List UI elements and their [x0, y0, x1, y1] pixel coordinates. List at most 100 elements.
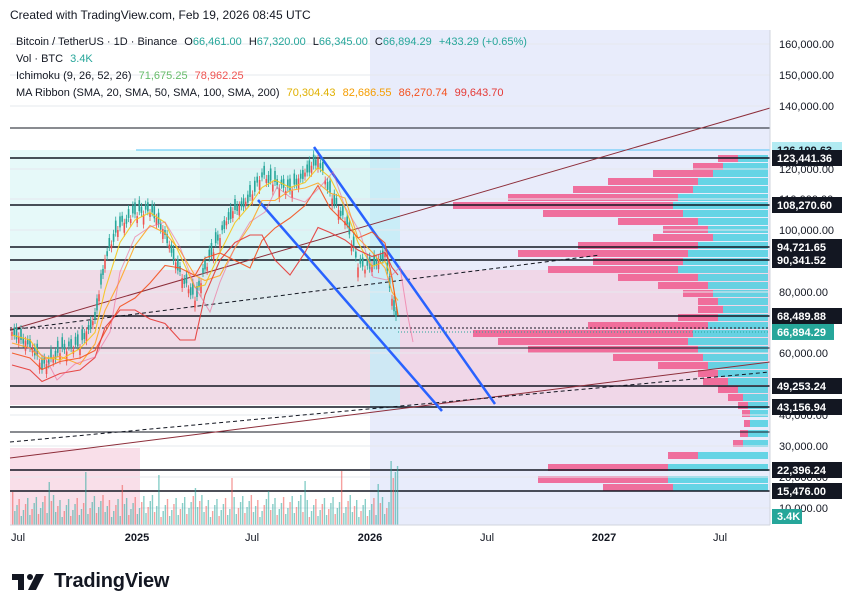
- candle-body: [306, 164, 308, 173]
- candle-body: [278, 188, 281, 199]
- candle-body: [359, 258, 362, 264]
- volume-bar: [91, 502, 93, 525]
- volume-profile-down-bar: [744, 420, 750, 427]
- volume-profile-up-bar: [698, 242, 768, 249]
- candle-body: [291, 190, 293, 198]
- volume-bar: [313, 505, 315, 525]
- volume-bar: [104, 512, 106, 525]
- volume-bar: [48, 482, 50, 525]
- volume-bar: [147, 507, 149, 525]
- candle-body: [371, 265, 373, 272]
- volume-bar: [254, 506, 257, 525]
- candle-body: [132, 205, 134, 214]
- volume-bar: [52, 495, 55, 525]
- volume-bar: [323, 498, 326, 525]
- candle-body: [17, 336, 20, 344]
- volume-bar: [390, 461, 392, 525]
- volume-profile-up-bar: [698, 346, 768, 353]
- tradingview-logo: TradingView: [12, 570, 169, 593]
- level-price-tag: [772, 462, 842, 478]
- volume-bar: [220, 510, 222, 525]
- candle-body: [108, 238, 111, 247]
- candle-body: [297, 178, 300, 189]
- volume-bar: [287, 508, 289, 525]
- volume-bar: [46, 513, 48, 525]
- candle-body: [98, 294, 100, 302]
- candle-body: [102, 269, 104, 275]
- volume-profile-up-bar: [698, 178, 768, 185]
- volume-bar: [29, 515, 31, 525]
- volume-bar: [282, 497, 285, 525]
- volume-bar: [158, 475, 160, 525]
- tradingview-logo-icon: [12, 573, 44, 590]
- volume-bar: [44, 496, 46, 525]
- volume-bar: [80, 509, 83, 525]
- candle-body: [247, 194, 249, 203]
- volume-profile-down-bar: [668, 452, 698, 459]
- price-tick-label: 80,000.00: [779, 287, 828, 299]
- volume-bar: [362, 505, 364, 525]
- candle-body: [129, 219, 132, 224]
- volume-bar: [392, 478, 394, 525]
- price-tick-label: 100,000.00: [779, 225, 834, 237]
- volume-tag-label: 3.4K: [777, 511, 800, 523]
- volume-bar: [218, 516, 220, 525]
- volume-profile-up-bar: [743, 440, 768, 447]
- level-price-label: 22,396.24: [777, 465, 827, 477]
- volume-bar: [14, 511, 16, 525]
- price-tick-label: 150,000.00: [779, 70, 834, 82]
- volume-bar: [12, 492, 14, 525]
- candle-body: [329, 180, 331, 193]
- volume-bar: [248, 501, 250, 525]
- candle-body: [94, 312, 96, 320]
- volume-profile-up-bar: [738, 386, 768, 393]
- candle-body: [315, 159, 317, 166]
- volume-bar: [31, 509, 33, 525]
- candle-body: [339, 210, 342, 216]
- time-tick-label: 2025: [125, 532, 149, 544]
- candle-body: [20, 329, 22, 340]
- candle-body: [162, 229, 164, 240]
- volume-bar: [82, 503, 85, 525]
- volume-bar: [143, 496, 145, 525]
- volume-bar: [128, 515, 130, 525]
- candle-body: [384, 253, 386, 258]
- volume-bar: [293, 513, 296, 525]
- candle-body: [261, 172, 263, 178]
- candle-body: [170, 244, 173, 253]
- volume-profile-up-bar: [673, 484, 768, 491]
- current-price-tag: [772, 323, 834, 340]
- candle-body: [155, 217, 158, 225]
- ribbon-value-2: 82,686.55: [342, 87, 392, 99]
- candle-body: [366, 257, 369, 266]
- volume-profile-down-bar: [508, 194, 678, 201]
- volume-bar: [65, 505, 68, 525]
- ichimoku-span: [26, 171, 414, 381]
- volume-bar: [138, 508, 141, 525]
- candle-body: [15, 327, 18, 340]
- volume-profile-down-bar: [528, 346, 698, 353]
- volume-bar: [171, 510, 173, 525]
- candle-body: [312, 154, 315, 166]
- volume-bar: [289, 502, 291, 525]
- candle-body: [319, 163, 322, 169]
- candle-body: [41, 358, 43, 370]
- candle-body: [147, 202, 149, 212]
- brand-name: TradingView: [54, 570, 170, 592]
- candle-body: [206, 266, 208, 271]
- volume-profile-down-bar: [683, 290, 713, 297]
- candle-body: [29, 339, 31, 348]
- volume-profile-up-bar: [708, 362, 768, 369]
- ribbon-value-4: 99,643.70: [454, 87, 504, 99]
- candle-body: [140, 206, 143, 213]
- created-with-label: Created with TradingView.com, Feb 19, 20…: [10, 8, 311, 22]
- volume-bar: [216, 499, 218, 525]
- candle-body: [258, 180, 261, 190]
- volume-bar: [368, 510, 371, 525]
- candle-body: [219, 238, 221, 248]
- volume-bar: [166, 499, 169, 525]
- volume-bar: [334, 514, 336, 525]
- volume-bar: [117, 499, 119, 525]
- level-price-label: 49,253.24: [777, 381, 827, 393]
